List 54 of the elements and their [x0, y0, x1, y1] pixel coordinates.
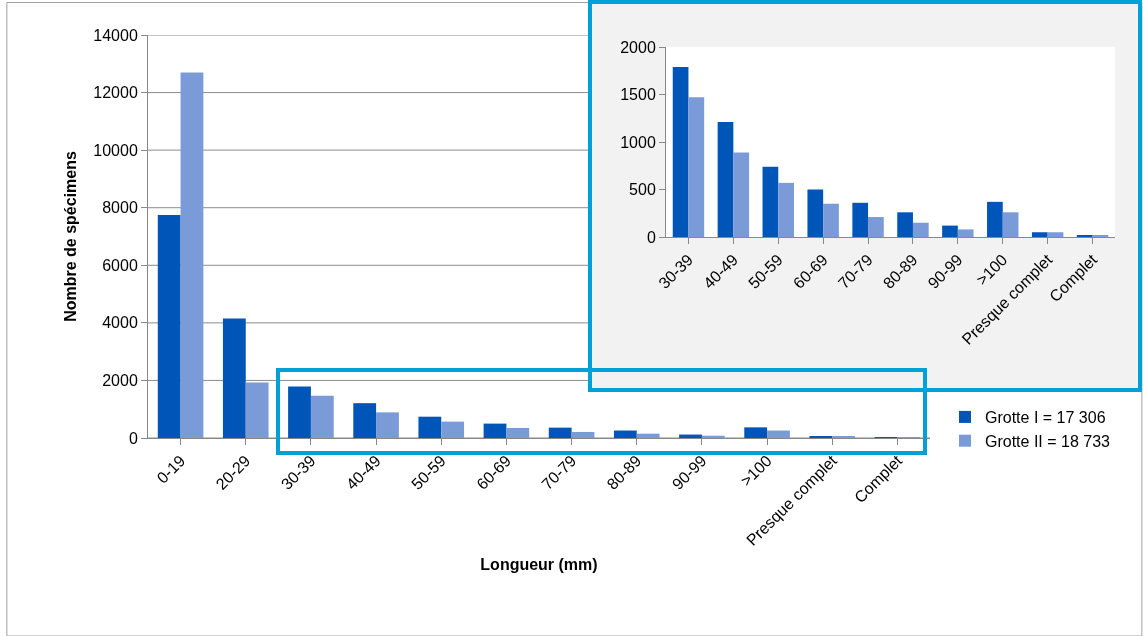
y-tick-label: 0 [646, 228, 656, 246]
y-tick-label: 14000 [93, 26, 138, 44]
bar [1047, 232, 1064, 237]
bar [376, 412, 399, 438]
bar [157, 214, 181, 438]
bar [823, 203, 839, 237]
bar [744, 427, 768, 438]
bar [1002, 212, 1019, 237]
bar [483, 423, 507, 438]
bar [245, 382, 269, 438]
bar [762, 166, 779, 237]
bar [441, 421, 465, 438]
y-tick-label: 1000 [620, 133, 656, 151]
bar [987, 201, 1003, 237]
bar [897, 212, 913, 237]
bar [180, 72, 204, 438]
bar [418, 416, 442, 438]
bar [506, 427, 530, 438]
bar [548, 427, 572, 438]
bar [717, 122, 734, 237]
y-tick-label: 10000 [93, 141, 138, 159]
bar [942, 225, 958, 237]
y-tick-label: 2000 [620, 38, 656, 56]
bar [613, 430, 637, 438]
bar [288, 386, 311, 438]
bar [353, 403, 377, 438]
bar [868, 217, 884, 237]
legend-label: Grotte I = 17 306 [985, 409, 1106, 427]
y-tick-label: 6000 [102, 256, 138, 274]
bar [852, 202, 869, 237]
y-tick-label: 0 [128, 429, 138, 447]
y-tick-label: 500 [629, 181, 656, 199]
bar [733, 152, 750, 237]
x-tick-label: 0-19 [153, 451, 189, 487]
bar [571, 431, 595, 438]
bar [688, 97, 705, 237]
y-tick-label: 2000 [102, 372, 138, 390]
bar [957, 229, 974, 237]
y-tick-label: 8000 [102, 199, 138, 217]
legend-label: Grotte II = 18 733 [985, 432, 1111, 450]
bar [1031, 232, 1048, 237]
y-axis-title: Nombre de spécimens [62, 151, 80, 322]
bar [767, 430, 790, 438]
bar [778, 182, 794, 237]
bar [310, 395, 334, 438]
bar [807, 189, 824, 237]
y-tick-label: 4000 [102, 314, 138, 332]
x-axis-title: Longueur (mm) [480, 555, 598, 573]
bar [672, 66, 689, 237]
bar [912, 222, 929, 237]
bar [222, 318, 246, 438]
y-tick-label: 1500 [620, 86, 656, 104]
bar [636, 433, 660, 438]
y-tick-label: 12000 [93, 84, 138, 102]
